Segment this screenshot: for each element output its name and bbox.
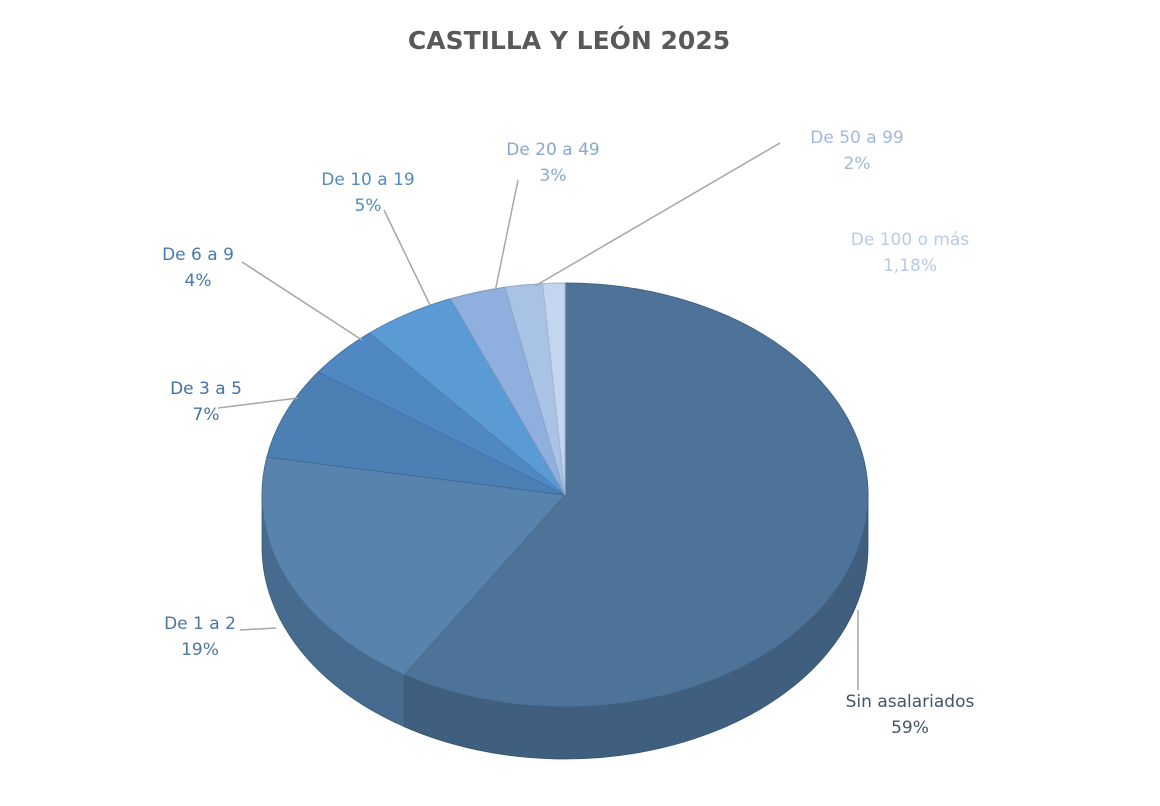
leader-line <box>534 142 781 287</box>
pie-slice <box>403 282 869 708</box>
pie-slice <box>261 456 567 676</box>
data-label-value: 19% <box>181 640 219 660</box>
leader-line <box>239 627 277 631</box>
pie-slice <box>266 371 566 496</box>
data-label-value: 5% <box>355 196 382 216</box>
data-label-name: De 6 a 9 <box>162 245 234 265</box>
leader-line <box>494 179 519 293</box>
chart-title: CASTILLA Y LEÓN 2025 <box>408 25 730 55</box>
leader-line <box>217 397 299 409</box>
data-label-name: De 100 o más <box>851 230 970 250</box>
pie-slice <box>542 282 566 496</box>
data-label-value: 4% <box>185 271 212 291</box>
data-label-value: 7% <box>193 405 220 425</box>
data-label-value: 1,18% <box>883 256 937 276</box>
data-label-name: De 20 a 49 <box>506 140 599 160</box>
data-label-name: De 50 a 99 <box>810 128 903 148</box>
data-label-name: De 3 a 5 <box>170 379 242 399</box>
leader-line <box>241 261 363 341</box>
data-label-value: 59% <box>891 718 929 738</box>
data-label-value: 2% <box>844 154 871 174</box>
data-label-name: Sin asalariados <box>846 692 975 712</box>
data-label-name: De 1 a 2 <box>164 614 236 634</box>
data-label-value: 3% <box>540 166 567 186</box>
leader-line <box>383 209 431 306</box>
data-label-name: De 10 a 19 <box>321 170 414 190</box>
